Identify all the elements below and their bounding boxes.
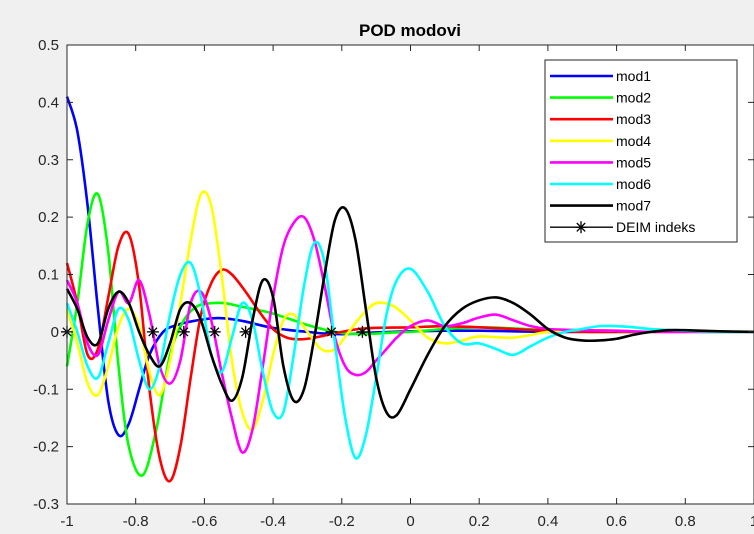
y-tick-label: 0.4 [38, 94, 59, 111]
y-tick-label: 0 [51, 324, 59, 341]
deim-marker [177, 325, 190, 338]
deim-marker [146, 325, 159, 338]
y-tick-label: 0.1 [38, 267, 59, 284]
series-line-mod4 [65, 190, 754, 431]
series-line-mod5 [65, 214, 754, 454]
deim-marker [356, 325, 369, 338]
x-tick-label: -1 [60, 513, 73, 530]
legend-label: mod7 [616, 198, 651, 214]
y-tick-label: 0.3 [38, 152, 59, 169]
legend-entry-mod3: mod3 [550, 111, 651, 127]
chart-title: POD modovi [359, 21, 461, 40]
series-line-mod7 [65, 206, 754, 419]
legend-entry-deim: DEIM indeks [550, 219, 695, 235]
legend-entry-mod1: mod1 [550, 68, 651, 84]
x-tick-label: 0 [406, 513, 414, 530]
legend-entry-mod2: mod2 [550, 90, 651, 106]
x-tick-label: 0.6 [606, 513, 627, 530]
deim-marker [208, 325, 221, 338]
y-tick-label: -0.3 [33, 496, 59, 513]
legend-label: mod2 [616, 90, 651, 106]
y-tick-label: -0.2 [33, 439, 59, 456]
legend: mod1 mod2 mod3 mod4 mod5 mod6 mod7 DEIM indeks [544, 59, 738, 243]
legend-label: mod6 [616, 176, 651, 192]
y-tick-label: 0.5 [38, 37, 59, 54]
legend-entry-mod7: mod7 [550, 198, 651, 214]
legend-entry-mod4: mod4 [550, 133, 651, 149]
deim-marker [325, 325, 338, 338]
y-axis-ticks: -0.3 -0.2 -0.1 0 0.1 0.2 0.3 0.4 0.5 [33, 37, 754, 513]
legend-label: mod5 [616, 154, 651, 170]
x-tick-label: 0.2 [469, 513, 490, 530]
series-layer [65, 96, 754, 483]
legend-label: DEIM indeks [616, 219, 695, 235]
legend-box [544, 59, 738, 243]
x-tick-label: 1 [750, 513, 754, 530]
x-tick-label: -0.4 [260, 513, 286, 530]
x-tick-label: -0.6 [191, 513, 217, 530]
legend-label: mod1 [616, 68, 651, 84]
x-tick-label: -0.8 [123, 513, 149, 530]
y-tick-label: 0.2 [38, 209, 59, 226]
legend-label: mod3 [616, 111, 651, 127]
x-axis-ticks: -1 -0.8 -0.6 -0.4 -0.2 0 0.2 0.4 0.6 0.8 1 [60, 45, 754, 530]
legend-marker [575, 221, 587, 234]
legend-entry-mod6: mod6 [550, 176, 651, 192]
x-tick-label: -0.2 [329, 513, 355, 530]
legend-entry-mod5: mod5 [550, 154, 651, 170]
series-line-mod3 [65, 230, 754, 483]
legend-label: mod4 [616, 133, 651, 149]
y-tick-label: -0.1 [33, 381, 59, 398]
x-tick-label: 0.8 [675, 513, 696, 530]
deim-marker [239, 325, 252, 338]
x-tick-label: 0.4 [537, 513, 558, 530]
